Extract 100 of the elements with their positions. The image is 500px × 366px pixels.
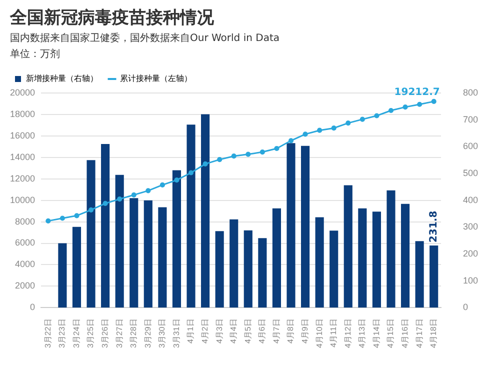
- bar: [115, 174, 124, 308]
- point: [102, 200, 108, 206]
- point: [146, 188, 151, 194]
- bar: [144, 200, 152, 308]
- bar: [272, 208, 281, 308]
- bar: [358, 208, 367, 308]
- y-tick-label: 18000: [10, 108, 36, 119]
- y-tick-label: 14000: [10, 152, 36, 162]
- x-tick-label: 4月8日: [286, 318, 296, 344]
- y2-tick-label: 0: [462, 302, 468, 312]
- y-tick-label: 20000: [10, 87, 36, 98]
- point: [360, 116, 365, 122]
- y-tick-label: 10000: [10, 194, 36, 205]
- point: [260, 149, 265, 155]
- x-tick-label: 4月17日: [414, 318, 424, 348]
- chart-subtitle: 国内数据来自国家卫健委，国外数据来自Our World in Data: [10, 32, 281, 45]
- bar: [158, 207, 167, 308]
- bar: [130, 198, 138, 308]
- x-tick-label: 4月9日: [300, 318, 310, 344]
- x-tick-label: 3月26日: [100, 318, 110, 348]
- bar: [244, 230, 252, 308]
- point: [288, 138, 294, 144]
- y-tick-label: 4000: [14, 259, 36, 270]
- data-label: 231.8: [428, 210, 440, 242]
- y-tick-label: 16000: [10, 130, 36, 140]
- y2-tick-label: 400: [462, 194, 478, 205]
- bar: [101, 144, 110, 308]
- y2-tick-label: 500: [462, 168, 478, 178]
- y-tick-label: 6000: [14, 238, 36, 248]
- bar: [86, 160, 96, 308]
- bar: [386, 190, 396, 308]
- bar: [230, 219, 238, 308]
- x-tick-label: 4月7日: [272, 318, 281, 344]
- x-tick-label: 3月22日: [43, 318, 52, 348]
- x-tick-label: 3月23日: [58, 318, 67, 348]
- point: [388, 108, 394, 114]
- y2-tick-label: 100: [462, 275, 478, 286]
- bar: [301, 146, 310, 308]
- x-tick-label: 3月30日: [158, 318, 167, 348]
- point: [374, 113, 380, 118]
- bar: [215, 231, 224, 308]
- y2-tick-label: 200: [462, 248, 478, 258]
- y2-tick-label: 600: [462, 141, 478, 152]
- x-tick-label: 4月6日: [258, 318, 267, 344]
- bar: [400, 204, 410, 308]
- bar: [186, 124, 196, 308]
- legend-label: 新增接种量（右轴）: [26, 74, 98, 84]
- bar: [58, 243, 67, 308]
- y2-tick-label: 700: [462, 114, 478, 124]
- x-tick-label: 4月5日: [243, 318, 252, 344]
- point: [431, 98, 436, 104]
- x-tick-label: 4月10日: [314, 318, 324, 348]
- x-tick-label: 3月28日: [129, 318, 138, 348]
- point: [417, 102, 422, 107]
- bar: [315, 217, 324, 308]
- point: [317, 128, 322, 133]
- x-tick-label: 4月13日: [358, 318, 367, 348]
- x-tick-label: 4月1日: [186, 318, 196, 344]
- chart-title: 全国新冠病毒疫苗接种情况: [10, 7, 215, 29]
- bar: [372, 212, 381, 308]
- point: [302, 132, 308, 137]
- bar: [430, 245, 438, 308]
- bar: [330, 230, 338, 308]
- point: [188, 170, 194, 176]
- y2-tick-label: 800: [462, 87, 478, 98]
- point: [346, 120, 351, 126]
- x-tick-label: 3月25日: [86, 318, 96, 348]
- bar: [258, 238, 267, 308]
- point: [331, 126, 336, 131]
- bar: [415, 241, 424, 308]
- point: [231, 154, 236, 159]
- x-tick-label: 3月24日: [72, 318, 81, 348]
- data-label: 19212.7: [394, 87, 440, 98]
- x-tick-label: 4月14日: [372, 318, 381, 348]
- point: [74, 213, 80, 218]
- x-tick-label: 4月16日: [400, 318, 410, 348]
- x-tick-label: 4月15日: [386, 318, 396, 348]
- point: [174, 177, 180, 183]
- point: [88, 207, 94, 213]
- x-tick-label: 3月29日: [143, 318, 152, 348]
- point: [46, 218, 51, 224]
- x-tick-label: 4月4日: [229, 318, 238, 344]
- point: [246, 152, 251, 157]
- x-tick-label: 4月3日: [214, 318, 224, 344]
- y-tick-label: 2000: [14, 280, 36, 291]
- x-tick-label: 4月11日: [329, 318, 338, 348]
- bar: [172, 170, 182, 308]
- point: [117, 196, 122, 202]
- point: [402, 104, 408, 110]
- y2-tick-label: 300: [462, 222, 478, 232]
- point: [60, 216, 66, 221]
- x-tick-label: 4月2日: [200, 318, 210, 344]
- x-tick-label: 3月27日: [114, 318, 124, 348]
- x-tick-label: 4月18日: [429, 318, 438, 348]
- legend-label: 累计接种量（左轴）: [120, 74, 192, 84]
- x-tick-label: 3月31日: [172, 318, 181, 348]
- point: [131, 192, 136, 198]
- y-tick-label: 12000: [10, 173, 36, 184]
- point: [217, 156, 222, 162]
- y-tick-label: 0: [30, 302, 36, 312]
